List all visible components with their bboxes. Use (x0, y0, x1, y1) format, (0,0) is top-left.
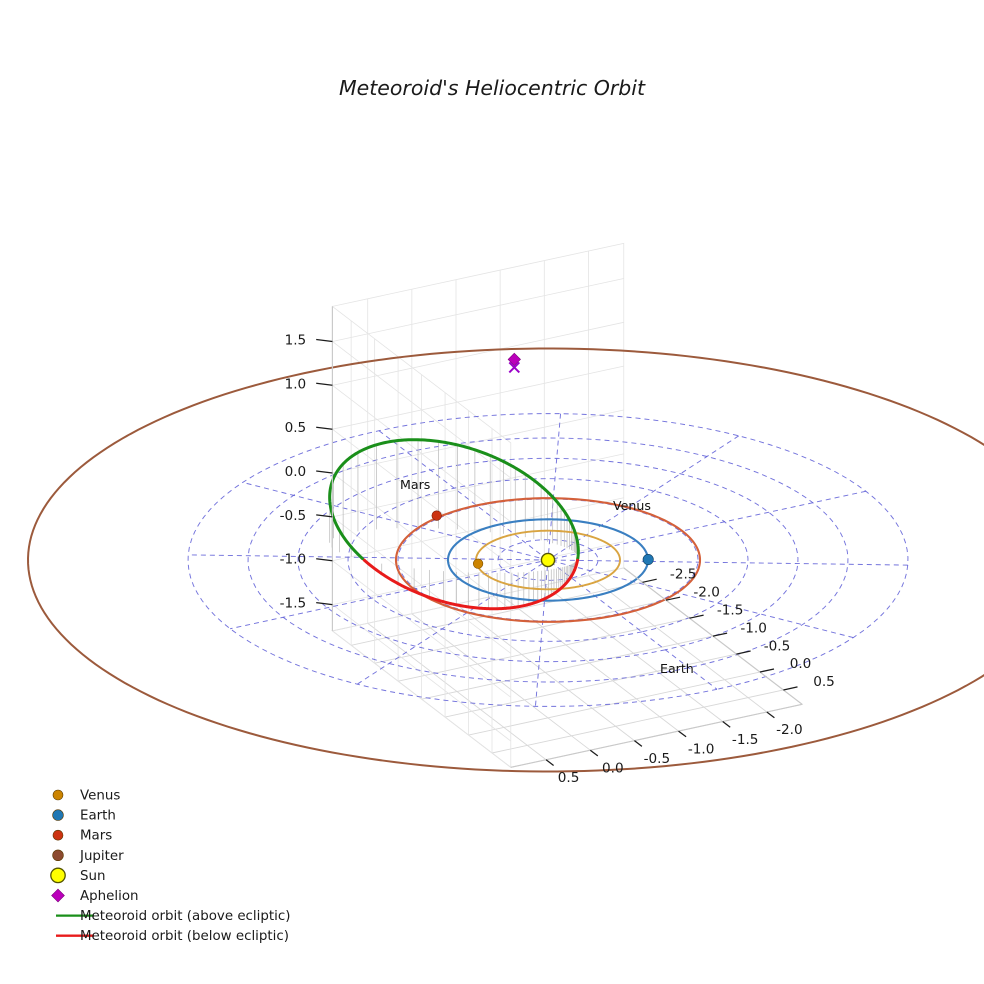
y-tick-mark (589, 749, 599, 757)
x-tick-label: 0.5 (813, 674, 835, 690)
z-tick-mark (316, 558, 333, 562)
z-tick-label: 1.5 (285, 333, 307, 349)
legend-item-label: Venus (80, 789, 120, 804)
y-tick-mark (678, 730, 687, 738)
y-tick-mark (545, 759, 554, 766)
axis-spines (331, 306, 803, 768)
venus-orbit-path (475, 529, 621, 591)
x-tick-mark (689, 614, 704, 619)
legend-item[interactable]: Meteoroid orbit (above ecliptic) (56, 909, 290, 924)
legend-item[interactable]: Meteoroid orbit (below ecliptic) (56, 929, 289, 944)
z-tick-mark (316, 338, 333, 343)
x-tick-label: -2.0 (693, 584, 720, 600)
y-tick-mark (766, 711, 775, 719)
mars-marker[interactable] (431, 510, 442, 521)
x-tick-mark (736, 650, 751, 655)
aphelion-cross-icon (508, 361, 521, 374)
legend-item-label: Meteoroid orbit (below ecliptic) (80, 929, 289, 944)
legend-item[interactable]: Sun (50, 867, 106, 884)
y-tick-label: -1.0 (688, 741, 715, 757)
legend-item-label: Mars (80, 829, 112, 844)
x-tick-label: -2.5 (670, 567, 697, 583)
z-tick-mark (316, 470, 333, 474)
legend-item-label: Aphelion (80, 889, 139, 904)
x-tick-mark (759, 668, 775, 673)
legend-circle-swatch (50, 867, 66, 884)
legend-diamond-swatch (51, 888, 65, 903)
meteoroid-orbit-below-ecliptic (362, 558, 577, 611)
mars-label: Mars (400, 477, 430, 492)
planet-orbits (27, 347, 984, 773)
venus-label: Venus (613, 498, 651, 513)
x-tick-mark (783, 686, 798, 691)
z-tick-label: 0.5 (285, 420, 307, 436)
z-tick-label: -0.5 (280, 508, 307, 524)
x-tick-mark (642, 578, 657, 583)
axis-ticks: -2.5-2.0-1.5-1.0-0.50.00.5-2.0-1.5-1.0-0… (280, 333, 835, 787)
meteoroid-orbit-below-ecliptic (573, 558, 579, 572)
earth-marker[interactable] (642, 553, 654, 565)
z-tick-label: -1.5 (280, 596, 307, 612)
orbit-droplines (329, 439, 579, 609)
z-tick-mark (316, 426, 333, 430)
y-tick-label: -0.5 (644, 751, 671, 767)
legend-circle-swatch (52, 829, 64, 841)
legend-item[interactable]: Aphelion (51, 888, 139, 904)
y-tick-label: 0.5 (558, 770, 580, 786)
z-tick-label: -1.0 (280, 552, 307, 568)
z-tick-mark (316, 514, 333, 518)
mars-orbit-path (394, 497, 702, 623)
z-tick-label: 0.0 (285, 464, 307, 480)
body-labels: Mars Venus Earth (400, 477, 694, 676)
z-tick-mark (316, 382, 333, 386)
meteoroid-orbit (328, 438, 580, 611)
x-tick-mark (712, 632, 728, 637)
y-tick-label: -2.0 (776, 722, 803, 738)
legend-circle-swatch (52, 849, 64, 861)
y-tick-label: -1.5 (732, 732, 759, 748)
venus-marker[interactable] (473, 558, 484, 569)
z-tick-mark (316, 601, 333, 606)
legend-item-label: Meteoroid orbit (above ecliptic) (80, 909, 290, 924)
legend-item-label: Sun (80, 869, 105, 884)
legend[interactable]: Venus Earth Mars Jupiter Sun Aphelion Meteoroi… (50, 789, 291, 945)
legend-circle-swatch (52, 789, 64, 801)
x-axis-spine (623, 567, 803, 705)
jupiter-orbit-path (27, 347, 984, 773)
earth-label: Earth (660, 661, 694, 676)
z-tick-label: 1.0 (285, 376, 307, 392)
axes-panes (331, 242, 804, 769)
x-tick-label: -1.5 (717, 602, 744, 618)
legend-item-label: Earth (80, 809, 116, 824)
legend-item[interactable]: Venus (52, 789, 120, 804)
meteoroid-orbit-above-ecliptic (328, 438, 580, 562)
legend-item-label: Jupiter (79, 849, 124, 864)
page-title: Meteoroid's Heliocentric Orbit (339, 76, 646, 100)
y-tick-label: 0.0 (602, 760, 624, 776)
body-markers (431, 352, 654, 569)
legend-item[interactable]: Jupiter (52, 849, 125, 864)
y-tick-mark (722, 721, 731, 728)
legend-item[interactable]: Mars (52, 829, 112, 844)
x-tick-mark (665, 596, 681, 601)
legend-circle-swatch (52, 809, 64, 821)
x-tick-label: -1.0 (740, 620, 767, 636)
y-tick-mark (634, 740, 643, 747)
aphelion-marker[interactable] (507, 352, 521, 367)
x-tick-label: -0.5 (764, 638, 791, 654)
legend-item[interactable]: Earth (52, 809, 116, 824)
x-tick-label: 0.0 (790, 656, 812, 672)
sun-marker[interactable] (540, 552, 556, 568)
y-axis-spine (510, 703, 803, 768)
